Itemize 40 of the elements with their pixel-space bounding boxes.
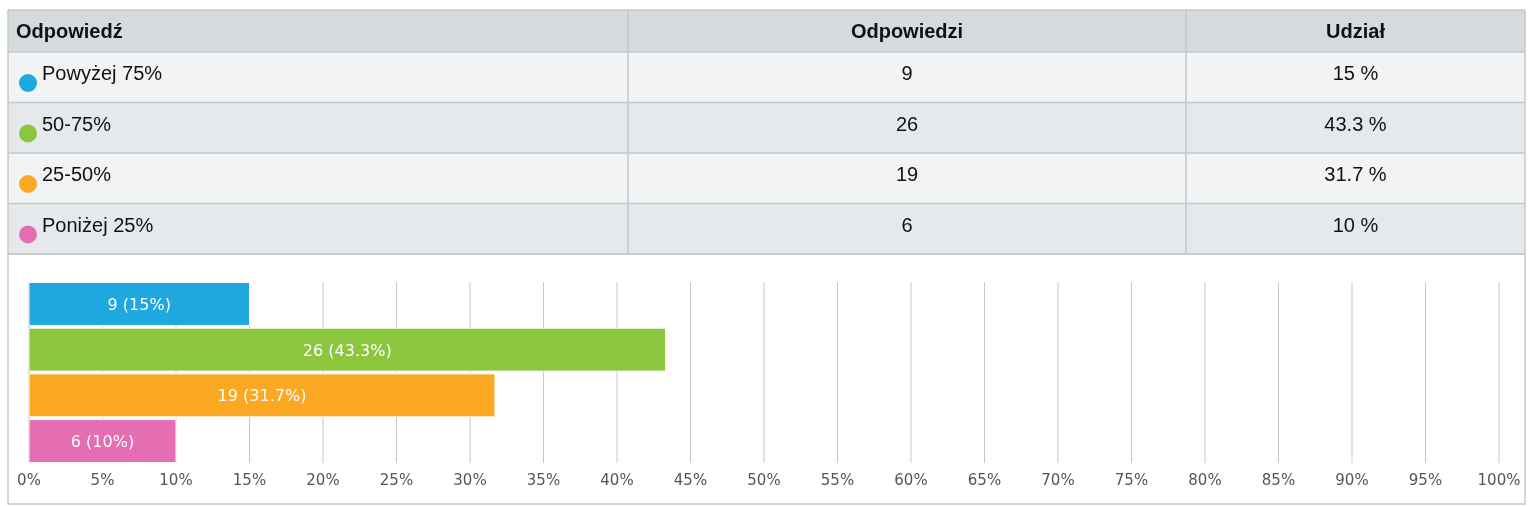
- x-tick-label: 95%: [1408, 471, 1443, 489]
- x-tick-label: 80%: [1188, 471, 1222, 489]
- x-tick-label: 5%: [90, 471, 115, 489]
- x-tick-label: 85%: [1261, 471, 1296, 489]
- x-tick-label: 0%: [17, 471, 41, 489]
- x-tick-label: 70%: [1041, 471, 1075, 489]
- x-tick-label: 60%: [894, 471, 928, 489]
- data-label: 9 (15%): [107, 294, 171, 314]
- x-tick-label: 50%: [747, 471, 781, 489]
- text: 6: [901, 213, 913, 236]
- x-tick-label: 35%: [526, 471, 561, 489]
- text: 43.3 %: [1324, 112, 1387, 135]
- text: 10 %: [1332, 213, 1379, 236]
- text: 31.7 %: [1324, 163, 1387, 185]
- data-label: 26 (43.3%): [302, 340, 392, 360]
- legend-label: Powyżej 75%: [42, 62, 163, 84]
- legend-label: Poniżej 25%: [42, 213, 154, 236]
- data-label: 6 (10%): [70, 432, 135, 452]
- data-label: 19 (31.7%): [217, 386, 307, 406]
- text: 19: [895, 163, 919, 185]
- text: 15 %: [1332, 62, 1379, 84]
- text: Udział: [1326, 20, 1386, 42]
- x-tick-label: 75%: [1114, 471, 1149, 489]
- text: 26: [895, 112, 919, 135]
- text: Odpowiedzi: [850, 20, 964, 42]
- x-tick-label: 45%: [673, 471, 708, 489]
- x-tick-label: 10%: [159, 471, 193, 489]
- legend-label: 50-75%: [42, 112, 112, 135]
- x-tick-label: 15%: [232, 471, 267, 489]
- x-tick-label: 90%: [1335, 471, 1369, 489]
- x-tick-label: 30%: [453, 471, 487, 489]
- x-tick-label: 55%: [820, 471, 855, 489]
- x-tick-label: 25%: [379, 471, 414, 489]
- text: 9: [901, 62, 913, 84]
- legend-label: 25-50%: [42, 163, 112, 185]
- x-tick-label: 20%: [306, 471, 340, 489]
- x-tick-label: 40%: [600, 471, 634, 489]
- x-tick-label: 100%: [1477, 471, 1521, 489]
- x-tick-label: 65%: [967, 471, 1002, 489]
- text: Odpowiedź: [16, 20, 123, 42]
